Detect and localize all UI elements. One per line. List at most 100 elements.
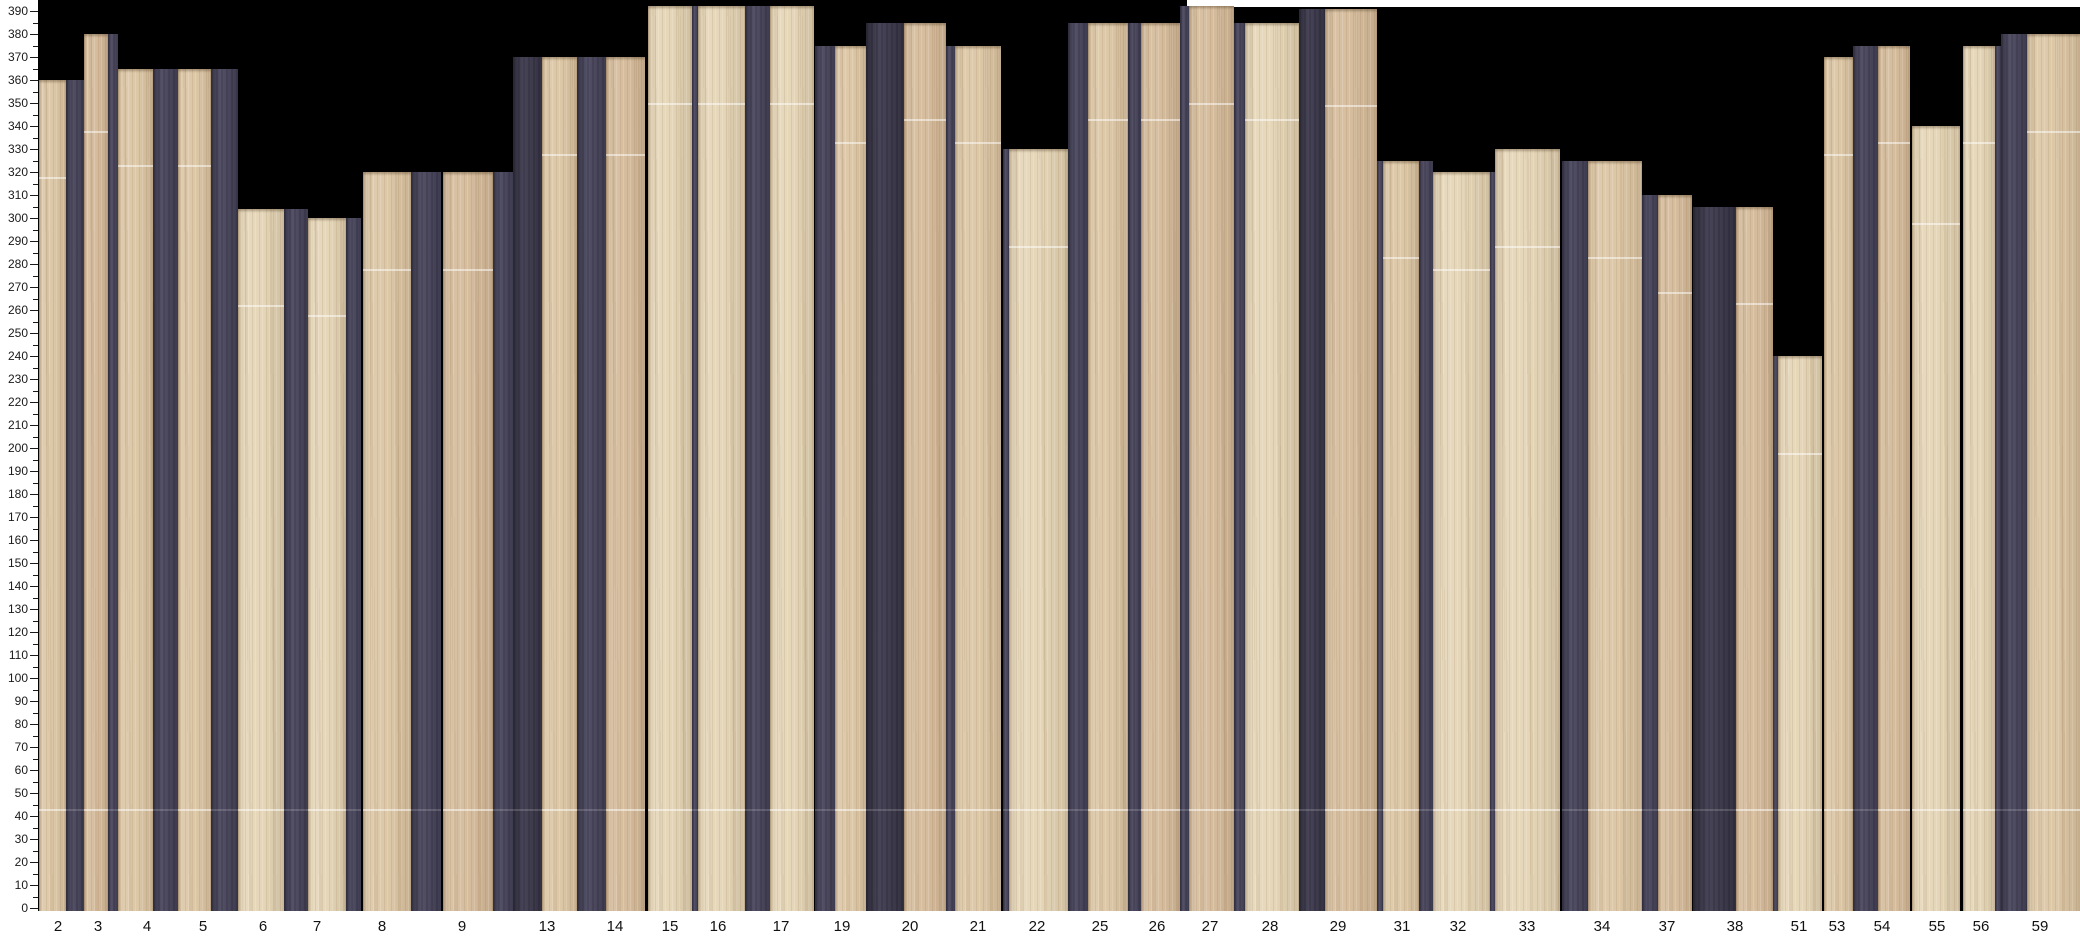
board-26-face[interactable] [1141, 23, 1180, 911]
chalk-mark-upper [2027, 131, 2080, 133]
board-31-edge[interactable] [1419, 161, 1433, 911]
board-3-edge[interactable] [108, 34, 118, 911]
board-5-face[interactable] [178, 69, 211, 911]
y-axis-major-tick [30, 264, 38, 265]
board-51-edge[interactable] [1773, 356, 1778, 911]
board-27-face[interactable] [1189, 6, 1234, 911]
board-32-edge[interactable] [1490, 172, 1495, 911]
x-axis-label-4: 4 [142, 918, 152, 935]
board-16-face[interactable] [698, 6, 745, 911]
y-axis-minor-tick [33, 736, 38, 737]
board-14-face[interactable] [606, 57, 645, 911]
x-axis-label-25: 25 [1091, 918, 1109, 935]
y-axis-major-tick [30, 333, 38, 334]
board-55-face[interactable] [1912, 126, 1960, 911]
board-26-edge[interactable] [1128, 23, 1141, 911]
board-19-edge[interactable] [815, 46, 835, 911]
chalk-mark-upper [1245, 119, 1299, 121]
board-54-face[interactable] [1878, 46, 1910, 911]
board-13-edge[interactable] [513, 57, 542, 911]
board-25-face[interactable] [1088, 23, 1128, 911]
board-19-face[interactable] [835, 46, 867, 911]
board-20-face[interactable] [904, 23, 946, 911]
y-axis-major-tick [30, 425, 38, 426]
board-16-edge[interactable] [745, 6, 770, 911]
board-3-face[interactable] [84, 34, 108, 911]
y-axis-minor-tick [33, 253, 38, 254]
board-56-face[interactable] [1963, 46, 1995, 911]
board-38-edge[interactable] [1693, 207, 1736, 911]
board-29-edge[interactable] [1299, 9, 1325, 911]
board-31-edge[interactable] [1377, 161, 1383, 911]
y-axis-minor-tick [33, 230, 38, 231]
board-17-face[interactable] [770, 6, 814, 911]
y-axis-tick-label: 130 [7, 602, 28, 616]
board-22-edge[interactable] [1003, 149, 1009, 911]
chalk-mark-lower [835, 809, 867, 811]
board-14-edge[interactable] [577, 57, 606, 911]
board-28-edge[interactable] [1234, 23, 1245, 911]
board-4-edge[interactable] [153, 69, 178, 911]
chalk-mark-lower [153, 809, 178, 811]
y-axis-major-tick [30, 448, 38, 449]
chalk-mark-lower [1963, 809, 1995, 811]
board-8-edge[interactable] [411, 172, 441, 911]
board-54-edge[interactable] [1853, 46, 1878, 911]
chalk-mark-lower [1588, 809, 1642, 811]
board-6-face[interactable] [238, 209, 284, 911]
board-51-face[interactable] [1778, 356, 1822, 911]
board-5-edge[interactable] [211, 69, 238, 911]
chalk-mark-upper [39, 177, 66, 179]
chalk-mark-lower [1189, 809, 1234, 811]
board-31-face[interactable] [1383, 161, 1419, 911]
board-15-edge[interactable] [692, 6, 698, 911]
board-27-edge[interactable] [1180, 6, 1189, 911]
board-37-face[interactable] [1658, 195, 1692, 911]
y-axis-tick-label: 240 [7, 349, 28, 363]
y-axis-tick-label: 50 [14, 786, 28, 800]
board-2-edge[interactable] [66, 80, 84, 911]
board-34-face[interactable] [1588, 161, 1642, 911]
chalk-mark-lower [108, 809, 118, 811]
board-15-face[interactable] [648, 6, 692, 911]
y-axis-tick-label: 210 [7, 418, 28, 432]
board-56-edge[interactable] [1995, 46, 2001, 911]
board-22-face[interactable] [1009, 149, 1068, 911]
y-axis-minor-tick [33, 23, 38, 24]
chalk-mark-lower [39, 809, 66, 811]
board-25-edge[interactable] [1068, 23, 1088, 911]
board-59-face[interactable] [2027, 34, 2080, 911]
chalk-mark-lower [1878, 809, 1910, 811]
board-8-face[interactable] [363, 172, 411, 911]
board-21-edge[interactable] [946, 46, 955, 911]
board-53-face[interactable] [1824, 57, 1853, 911]
board-37-edge[interactable] [1642, 195, 1658, 911]
board-7-face[interactable] [308, 218, 346, 911]
chalk-mark-lower [1419, 809, 1433, 811]
board-9-edge[interactable] [493, 172, 513, 911]
board-38-face[interactable] [1736, 207, 1773, 911]
board-32-face[interactable] [1433, 172, 1490, 911]
board-2-face[interactable] [39, 80, 66, 911]
board-34-edge[interactable] [1562, 161, 1588, 911]
x-axis-label-9: 9 [457, 918, 467, 935]
board-33-face[interactable] [1495, 149, 1560, 911]
board-6-edge[interactable] [284, 209, 308, 911]
board-13-face[interactable] [542, 57, 577, 911]
y-axis-tick-label: 180 [7, 487, 28, 501]
board-21-face[interactable] [955, 46, 1001, 911]
board-20-edge[interactable] [866, 23, 904, 911]
y-axis-tick-label: 20 [14, 855, 28, 869]
board-9-face[interactable] [443, 172, 493, 911]
board-4-face[interactable] [118, 69, 153, 911]
board-28-face[interactable] [1245, 23, 1299, 911]
board-59-edge[interactable] [2001, 34, 2027, 911]
chalk-mark-lower [1180, 809, 1189, 811]
y-axis-major-tick [30, 586, 38, 587]
chalk-mark-lower [1736, 809, 1773, 811]
board-29-face[interactable] [1325, 9, 1377, 911]
board-7-edge[interactable] [346, 218, 361, 911]
chalk-mark-lower [346, 809, 361, 811]
y-axis-major-tick [30, 655, 38, 656]
y-axis-major-tick [30, 609, 38, 610]
